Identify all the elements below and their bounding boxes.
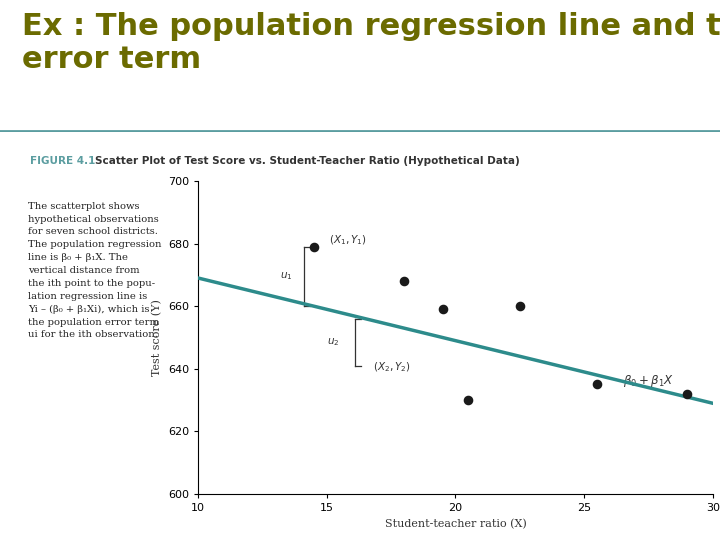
Text: Scatter Plot of Test Score vs. Student-Teacher Ratio (Hypothetical Data): Scatter Plot of Test Score vs. Student-T… bbox=[95, 156, 519, 166]
Text: $u_2$: $u_2$ bbox=[327, 336, 339, 348]
Point bbox=[462, 396, 474, 404]
Y-axis label: Test score (Y): Test score (Y) bbox=[152, 299, 162, 376]
Point bbox=[591, 380, 603, 389]
Text: The scatterplot shows
hypothetical observations
for seven school districts.
The : The scatterplot shows hypothetical obser… bbox=[28, 201, 161, 339]
Point bbox=[437, 305, 449, 314]
Text: FIGURE 4.1: FIGURE 4.1 bbox=[30, 156, 95, 166]
Point bbox=[681, 389, 693, 398]
Text: Ex : The population regression line and the
error term: Ex : The population regression line and … bbox=[22, 12, 720, 75]
Point bbox=[308, 242, 320, 251]
X-axis label: Student-teacher ratio (X): Student-teacher ratio (X) bbox=[384, 519, 526, 529]
Point bbox=[398, 277, 410, 286]
Point bbox=[514, 302, 526, 310]
Text: $u_1$: $u_1$ bbox=[280, 271, 293, 282]
Text: $(X_2,Y_2)$: $(X_2,Y_2)$ bbox=[373, 361, 411, 374]
Text: $\beta_0 + \beta_1 X$: $\beta_0 + \beta_1 X$ bbox=[623, 373, 674, 389]
Text: $(X_1,Y_1)$: $(X_1,Y_1)$ bbox=[329, 234, 367, 247]
